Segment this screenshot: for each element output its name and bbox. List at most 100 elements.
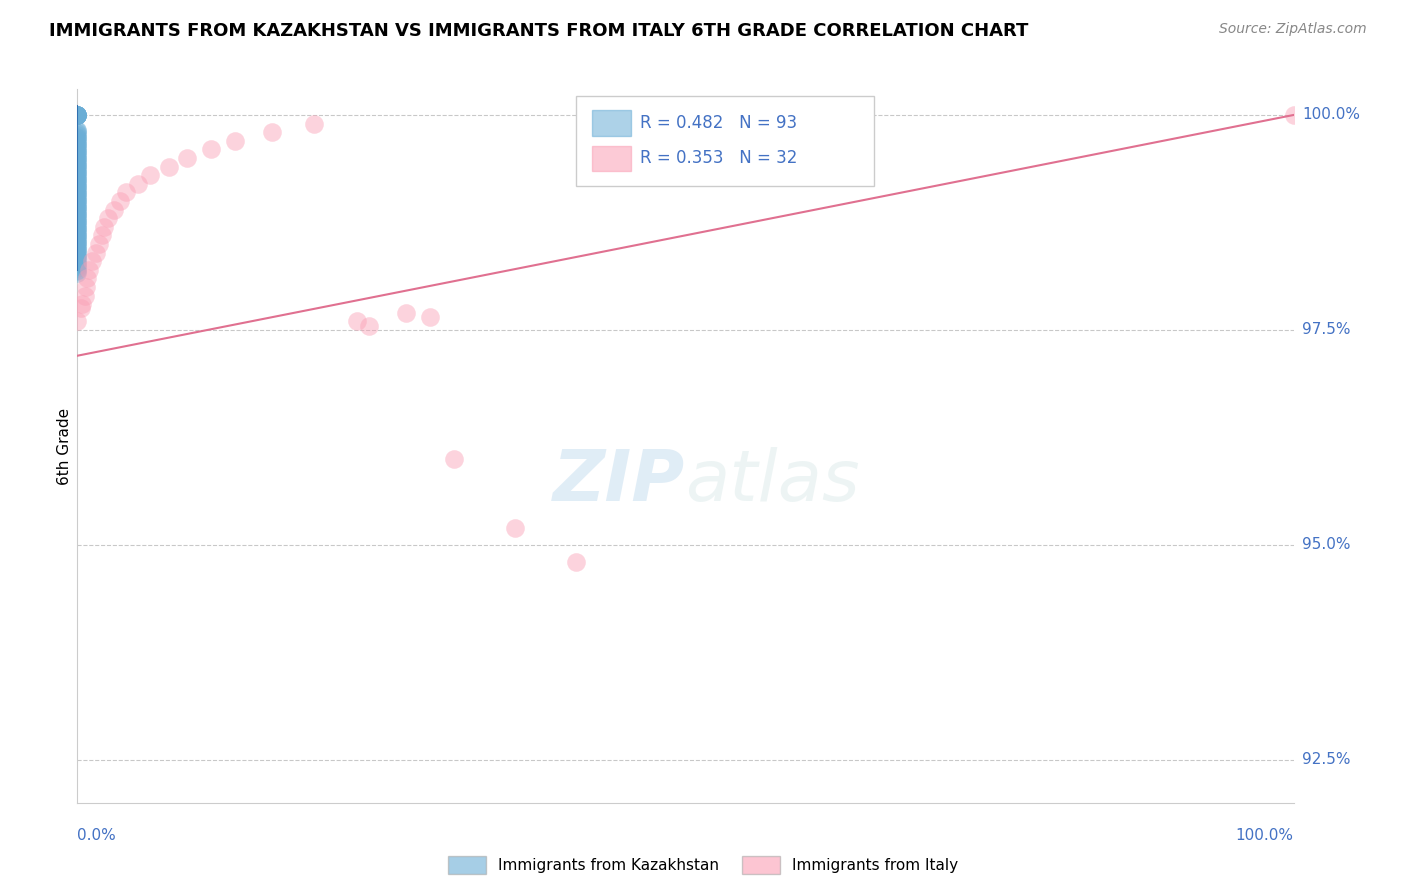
Point bbox=[66, 149, 89, 163]
Point bbox=[75, 280, 97, 294]
Point bbox=[66, 245, 89, 260]
Point bbox=[66, 177, 89, 191]
Point bbox=[224, 134, 246, 148]
Point bbox=[359, 318, 381, 333]
Point bbox=[97, 211, 120, 226]
Text: 100.0%: 100.0% bbox=[1302, 108, 1360, 122]
Point bbox=[503, 521, 526, 535]
Point bbox=[66, 238, 89, 252]
Point bbox=[66, 213, 89, 227]
Point bbox=[66, 193, 89, 207]
Point bbox=[66, 108, 89, 122]
Point bbox=[66, 220, 89, 235]
Point bbox=[66, 184, 89, 198]
Point bbox=[66, 222, 89, 236]
Point bbox=[66, 145, 89, 160]
Point bbox=[76, 271, 98, 285]
Point bbox=[66, 122, 89, 136]
Point bbox=[79, 262, 101, 277]
Text: 92.5%: 92.5% bbox=[1302, 752, 1350, 767]
Point bbox=[66, 217, 89, 231]
Point bbox=[66, 144, 89, 158]
Text: 95.0%: 95.0% bbox=[1302, 537, 1350, 552]
Point bbox=[66, 108, 89, 122]
Point bbox=[66, 164, 89, 178]
Point bbox=[66, 251, 89, 265]
Point bbox=[66, 154, 89, 169]
Point bbox=[66, 131, 89, 145]
Point bbox=[66, 259, 89, 273]
Point bbox=[66, 186, 89, 200]
Point bbox=[66, 161, 89, 175]
Point bbox=[66, 231, 89, 245]
Point bbox=[66, 160, 89, 174]
Point bbox=[66, 240, 89, 254]
Point bbox=[115, 186, 138, 200]
Point bbox=[66, 108, 89, 122]
Point bbox=[66, 180, 89, 194]
Point bbox=[93, 219, 115, 234]
FancyBboxPatch shape bbox=[592, 145, 631, 171]
Point bbox=[66, 135, 89, 149]
Point bbox=[66, 171, 89, 186]
Point bbox=[66, 264, 89, 278]
Point bbox=[176, 151, 198, 165]
Point bbox=[66, 215, 89, 229]
Point bbox=[395, 306, 418, 320]
Point bbox=[66, 182, 89, 196]
Point bbox=[1282, 108, 1305, 122]
Point bbox=[66, 129, 89, 144]
Point bbox=[66, 203, 89, 218]
Point bbox=[103, 202, 125, 217]
Point bbox=[108, 194, 131, 208]
Text: ZIP: ZIP bbox=[553, 447, 686, 516]
Point bbox=[66, 187, 89, 202]
Point bbox=[66, 205, 89, 219]
Point bbox=[66, 236, 89, 251]
Point bbox=[66, 254, 89, 268]
Text: Source: ZipAtlas.com: Source: ZipAtlas.com bbox=[1219, 22, 1367, 37]
Point bbox=[127, 177, 149, 191]
Point bbox=[66, 266, 89, 280]
Point bbox=[66, 156, 89, 170]
Point bbox=[73, 288, 96, 302]
Point bbox=[66, 153, 89, 167]
Point bbox=[443, 451, 465, 466]
Point bbox=[66, 189, 89, 203]
Point bbox=[66, 207, 89, 221]
Point bbox=[66, 194, 89, 209]
Point bbox=[66, 108, 89, 122]
Point bbox=[66, 257, 89, 271]
Point bbox=[66, 126, 89, 140]
Point bbox=[66, 128, 89, 142]
Point bbox=[66, 244, 89, 258]
Point bbox=[66, 219, 89, 233]
Point bbox=[66, 151, 89, 165]
Point bbox=[66, 108, 89, 122]
Legend: Immigrants from Kazakhstan, Immigrants from Italy: Immigrants from Kazakhstan, Immigrants f… bbox=[441, 850, 965, 880]
Point bbox=[66, 200, 89, 214]
Point bbox=[66, 108, 89, 122]
Point bbox=[419, 310, 441, 324]
Point bbox=[90, 228, 112, 243]
Point bbox=[66, 233, 89, 247]
Point bbox=[66, 166, 89, 180]
Point bbox=[70, 301, 93, 316]
Point bbox=[80, 254, 103, 268]
FancyBboxPatch shape bbox=[592, 110, 631, 136]
Point bbox=[66, 108, 89, 122]
Text: 0.0%: 0.0% bbox=[77, 828, 117, 843]
Point bbox=[66, 168, 89, 182]
Point bbox=[66, 224, 89, 238]
Point bbox=[66, 124, 89, 138]
Point bbox=[70, 297, 93, 311]
Point bbox=[200, 142, 222, 156]
Point bbox=[304, 117, 326, 131]
Text: 97.5%: 97.5% bbox=[1302, 322, 1350, 337]
Point bbox=[260, 125, 283, 139]
Point bbox=[66, 227, 89, 242]
Point bbox=[66, 191, 89, 205]
Point bbox=[66, 158, 89, 172]
Point bbox=[66, 235, 89, 249]
Point bbox=[66, 208, 89, 222]
